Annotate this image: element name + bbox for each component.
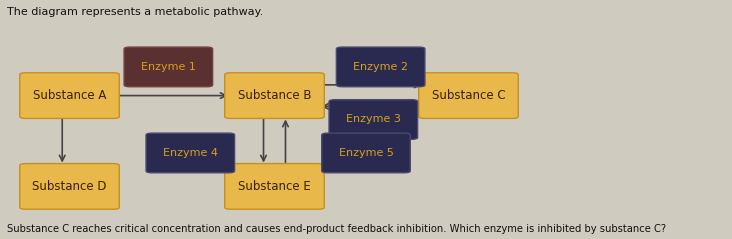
Text: Substance A: Substance A — [33, 89, 106, 102]
FancyBboxPatch shape — [225, 164, 324, 209]
FancyBboxPatch shape — [337, 47, 425, 87]
FancyBboxPatch shape — [322, 133, 410, 173]
Text: Enzyme 2: Enzyme 2 — [353, 62, 408, 72]
FancyBboxPatch shape — [20, 164, 119, 209]
FancyBboxPatch shape — [146, 133, 234, 173]
FancyBboxPatch shape — [20, 73, 119, 119]
FancyBboxPatch shape — [419, 73, 518, 119]
Text: Substance E: Substance E — [238, 180, 311, 193]
Text: Enzyme 3: Enzyme 3 — [346, 114, 400, 125]
Text: The diagram represents a metabolic pathway.: The diagram represents a metabolic pathw… — [7, 7, 264, 17]
Text: Enzyme 1: Enzyme 1 — [141, 62, 195, 72]
Text: Enzyme 4: Enzyme 4 — [163, 148, 218, 158]
Text: Substance C: Substance C — [432, 89, 505, 102]
FancyBboxPatch shape — [225, 73, 324, 119]
Text: Enzyme 5: Enzyme 5 — [339, 148, 393, 158]
Text: Substance D: Substance D — [32, 180, 107, 193]
Text: Substance B: Substance B — [238, 89, 311, 102]
Text: Substance C reaches critical concentration and causes end-product feedback inhib: Substance C reaches critical concentrati… — [7, 224, 666, 234]
FancyBboxPatch shape — [329, 100, 417, 139]
FancyBboxPatch shape — [124, 47, 212, 87]
